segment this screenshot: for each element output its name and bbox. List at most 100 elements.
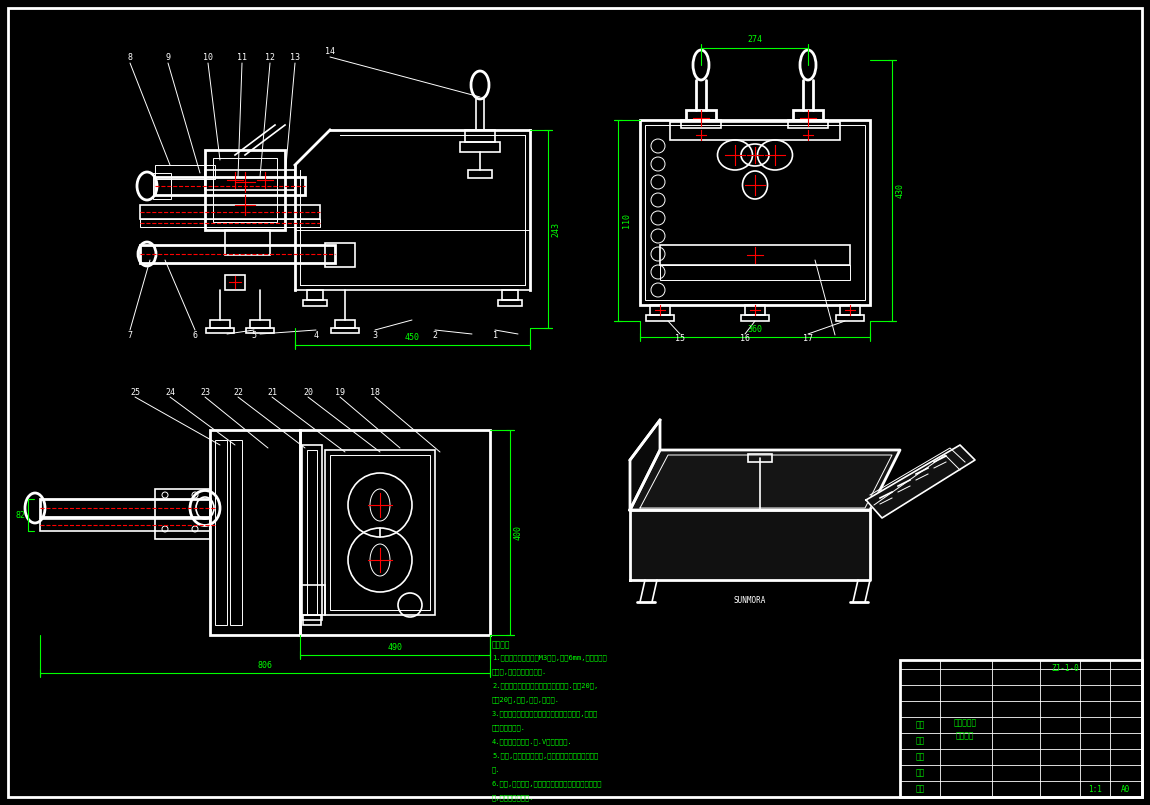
Text: 5.皮带,链条要松紧适当,要求各皮带不允许打滑及跳: 5.皮带,链条要松紧适当,要求各皮带不允许打滑及跳 <box>492 752 598 758</box>
Text: 20: 20 <box>302 387 313 397</box>
Text: 径向20丝,滚轮,凸轮,齿轮等.: 径向20丝,滚轮,凸轮,齿轮等. <box>492 696 560 703</box>
Text: 806: 806 <box>258 660 273 670</box>
Bar <box>900 660 1142 797</box>
Text: SUNMORA: SUNMORA <box>734 596 766 605</box>
Bar <box>645 125 865 300</box>
Bar <box>155 177 305 195</box>
Text: 6.设备,操作需要,产生金属粉末不能含任何磁性金属颗: 6.设备,操作需要,产生金属粉末不能含任何磁性金属颗 <box>492 780 603 786</box>
Polygon shape <box>630 420 660 510</box>
Polygon shape <box>630 510 871 580</box>
Text: 490: 490 <box>388 642 402 651</box>
Bar <box>307 450 317 615</box>
Bar <box>140 205 320 219</box>
Text: 技术要求: 技术要求 <box>492 640 511 649</box>
Text: 螺钉机器: 螺钉机器 <box>956 732 974 741</box>
Text: 4.电机皮带轮尺寸.见.V型皮带规格.: 4.电机皮带轮尺寸.见.V型皮带规格. <box>492 738 573 745</box>
Bar <box>503 290 518 300</box>
Text: 批准: 批准 <box>915 785 925 794</box>
Bar <box>153 173 171 199</box>
Bar <box>465 130 494 142</box>
Text: 设计: 设计 <box>915 720 925 729</box>
Bar <box>225 275 245 290</box>
Bar <box>325 450 435 615</box>
Text: 10: 10 <box>204 53 213 63</box>
Text: 2: 2 <box>432 331 437 340</box>
Bar <box>302 300 327 306</box>
Text: 82: 82 <box>15 510 25 519</box>
Text: 1.电头安装的螺钉使用M3螺钉,外径6mm,头部型式为: 1.电头安装的螺钉使用M3螺钉,外径6mm,头部型式为 <box>492 654 607 661</box>
Bar <box>250 320 270 328</box>
Text: 5: 5 <box>252 331 256 340</box>
Text: 14: 14 <box>325 47 335 56</box>
Text: 17: 17 <box>803 333 813 342</box>
Bar <box>302 445 322 620</box>
Text: 23: 23 <box>200 387 210 397</box>
Text: 110: 110 <box>621 213 630 228</box>
Bar <box>40 519 210 531</box>
Text: 243: 243 <box>552 221 560 237</box>
Bar <box>468 170 492 178</box>
Bar <box>210 320 230 328</box>
Bar <box>741 315 769 321</box>
Bar <box>225 230 270 255</box>
Bar <box>325 243 355 267</box>
Text: 19: 19 <box>335 387 345 397</box>
Polygon shape <box>630 450 900 510</box>
Bar <box>498 300 522 306</box>
Text: 22: 22 <box>233 387 243 397</box>
Text: 3.所有旋转零件不允许有轴向窜动及松动现象,以防止: 3.所有旋转零件不允许有轴向窜动及松动现象,以防止 <box>492 710 598 716</box>
Text: 400: 400 <box>514 525 522 540</box>
Bar <box>205 170 296 190</box>
Text: 21: 21 <box>267 387 277 397</box>
Bar <box>793 110 823 120</box>
Text: 16: 16 <box>739 333 750 342</box>
Text: 2.所有运动部件之间要保证正确的间隙.轴向20丝,: 2.所有运动部件之间要保证正确的间隙.轴向20丝, <box>492 682 598 688</box>
Bar <box>140 219 320 227</box>
Bar <box>840 305 860 315</box>
Text: 4: 4 <box>314 331 319 340</box>
Text: 12: 12 <box>264 53 275 63</box>
Text: 1: 1 <box>492 331 498 340</box>
Text: 校核: 校核 <box>915 753 925 762</box>
Bar <box>687 110 716 120</box>
Text: 运转过程中卡死.: 运转过程中卡死. <box>492 724 526 731</box>
Bar <box>205 150 285 230</box>
Bar <box>650 305 670 315</box>
Bar <box>660 265 850 280</box>
Bar <box>788 120 828 128</box>
Bar <box>660 245 850 265</box>
Bar <box>641 120 871 305</box>
Bar <box>681 120 721 128</box>
Text: 430: 430 <box>896 183 905 198</box>
Text: 十字槽,螺钉长度见零件图.: 十字槽,螺钉长度见零件图. <box>492 668 547 675</box>
Text: 6: 6 <box>192 331 198 340</box>
Bar <box>155 489 210 539</box>
Text: 24: 24 <box>164 387 175 397</box>
Text: 15: 15 <box>675 333 685 342</box>
Bar <box>215 440 227 625</box>
Bar <box>155 165 215 179</box>
Text: 360: 360 <box>748 324 762 333</box>
Text: 274: 274 <box>748 35 762 44</box>
Bar <box>460 142 500 152</box>
Bar <box>331 328 359 333</box>
Text: 3: 3 <box>373 331 377 340</box>
Text: 11: 11 <box>237 53 247 63</box>
Bar <box>836 315 864 321</box>
Bar <box>330 455 430 610</box>
Text: 齿.: 齿. <box>492 766 500 773</box>
Text: 450: 450 <box>405 332 420 341</box>
Bar <box>670 122 840 140</box>
Polygon shape <box>866 445 975 518</box>
Bar <box>206 328 233 333</box>
Bar <box>140 245 335 263</box>
Text: 18: 18 <box>370 387 380 397</box>
Text: 制图: 制图 <box>915 737 925 745</box>
Text: 13: 13 <box>290 53 300 63</box>
Bar <box>230 440 241 625</box>
Bar <box>300 430 490 635</box>
Text: ZJ-1-0: ZJ-1-0 <box>1051 663 1079 672</box>
Bar <box>307 290 323 300</box>
Bar <box>246 328 274 333</box>
Bar <box>300 585 325 615</box>
